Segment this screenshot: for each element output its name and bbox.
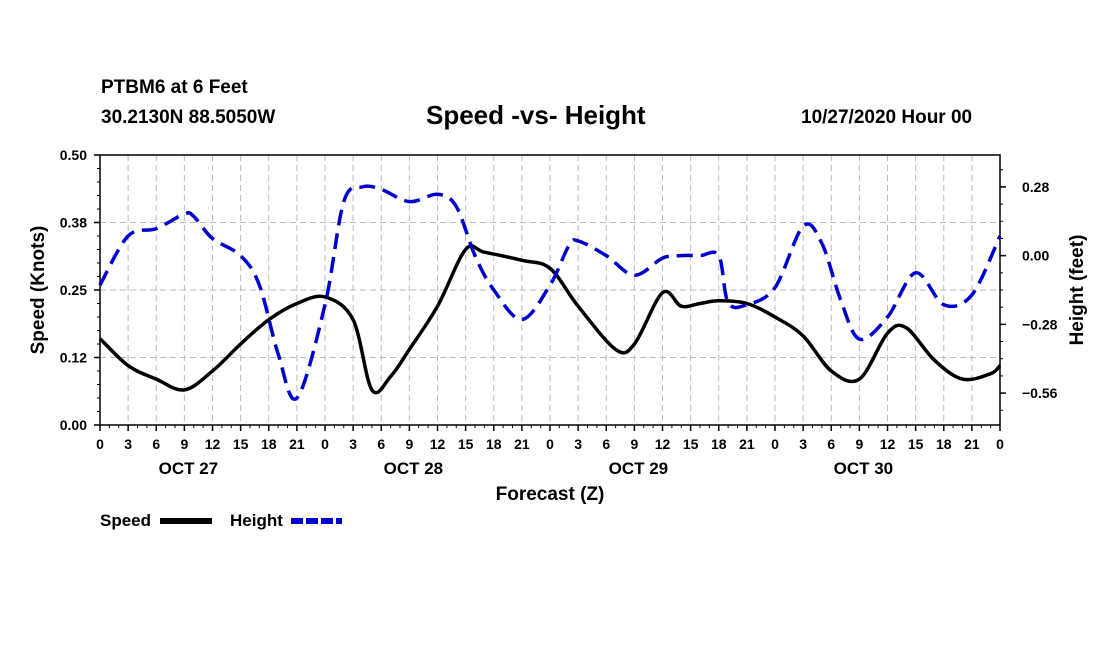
left-axis: 0.50 0.38 0.25 0.12 0.00: [60, 147, 100, 433]
x-tick-label: 12: [430, 436, 446, 452]
x-tick-label: 3: [124, 436, 132, 452]
chart-title: Speed -vs- Height: [426, 100, 646, 130]
x-tick-label: 3: [799, 436, 807, 452]
right-tick-label: −0.56: [1022, 385, 1058, 401]
x-tick-label: 0: [96, 436, 104, 452]
day-label: OCT 28: [384, 459, 444, 478]
x-tick-label: 0: [996, 436, 1004, 452]
day-label: OCT 27: [159, 459, 219, 478]
legend-height-label: Height: [230, 511, 283, 530]
speed-series-line: [98, 244, 1002, 395]
x-tick-label: 9: [180, 436, 188, 452]
right-tick-label: −0.28: [1022, 316, 1058, 332]
series-lines: [98, 184, 1002, 402]
x-tick-label: 21: [289, 436, 305, 452]
day-label: OCT 29: [609, 459, 669, 478]
left-tick-label: 0.38: [60, 215, 87, 231]
x-tick-label: 21: [739, 436, 755, 452]
right-tick-label: 0.28: [1022, 179, 1049, 195]
forecast-timestamp: 10/27/2020 Hour 00: [801, 107, 973, 128]
x-tick-label: 6: [152, 436, 160, 452]
x-axis: 0 3 6 9 12 15 18 21 0 3 6 9 12 15 18 21 0 3 6 9 12 15 18 21 0 3 6 9…: [96, 425, 1004, 478]
x-tick-label: 9: [630, 436, 638, 452]
left-axis-label: Speed (Knots): [28, 226, 49, 355]
station-coordinates: 30.2130N 88.5050W: [101, 107, 276, 128]
x-tick-label: 15: [233, 436, 249, 452]
x-tick-label: 9: [405, 436, 413, 452]
x-tick-label: 18: [261, 436, 277, 452]
left-tick-label: 0.25: [60, 282, 87, 298]
x-tick-label: 15: [683, 436, 699, 452]
x-tick-label: 0: [771, 436, 779, 452]
x-tick-label: 18: [486, 436, 502, 452]
x-tick-label: 21: [964, 436, 980, 452]
legend-speed-label: Speed: [100, 511, 151, 530]
right-tick-label: 0.00: [1022, 248, 1049, 264]
station-name: PTBM6 at 6 Feet: [101, 77, 248, 98]
grid-lines: [100, 155, 1000, 425]
legend: Speed Height: [100, 511, 342, 530]
x-tick-label: 0: [321, 436, 329, 452]
x-tick-label: 12: [205, 436, 221, 452]
x-tick-label: 9: [855, 436, 863, 452]
x-tick-label: 0: [546, 436, 554, 452]
left-tick-label: 0.12: [60, 350, 87, 366]
x-axis-label: Forecast (Z): [496, 484, 605, 505]
x-tick-label: 15: [908, 436, 924, 452]
x-tick-label: 6: [827, 436, 835, 452]
x-tick-label: 3: [574, 436, 582, 452]
right-axis-label: Height (feet): [1067, 235, 1088, 346]
day-label: OCT 30: [834, 459, 894, 478]
x-tick-label: 15: [458, 436, 474, 452]
left-tick-label: 0.50: [60, 147, 87, 163]
x-tick-label: 18: [936, 436, 952, 452]
x-tick-label: 12: [880, 436, 896, 452]
left-tick-label: 0.00: [60, 417, 87, 433]
x-tick-label: 18: [711, 436, 727, 452]
x-tick-label: 21: [514, 436, 530, 452]
right-axis: 0.28 0.00 −0.28 −0.56: [1000, 169, 1058, 411]
x-tick-label: 12: [655, 436, 671, 452]
x-tick-label: 3: [349, 436, 357, 452]
height-series-line: [98, 184, 1002, 402]
x-tick-label: 6: [602, 436, 610, 452]
x-tick-label: 6: [377, 436, 385, 452]
